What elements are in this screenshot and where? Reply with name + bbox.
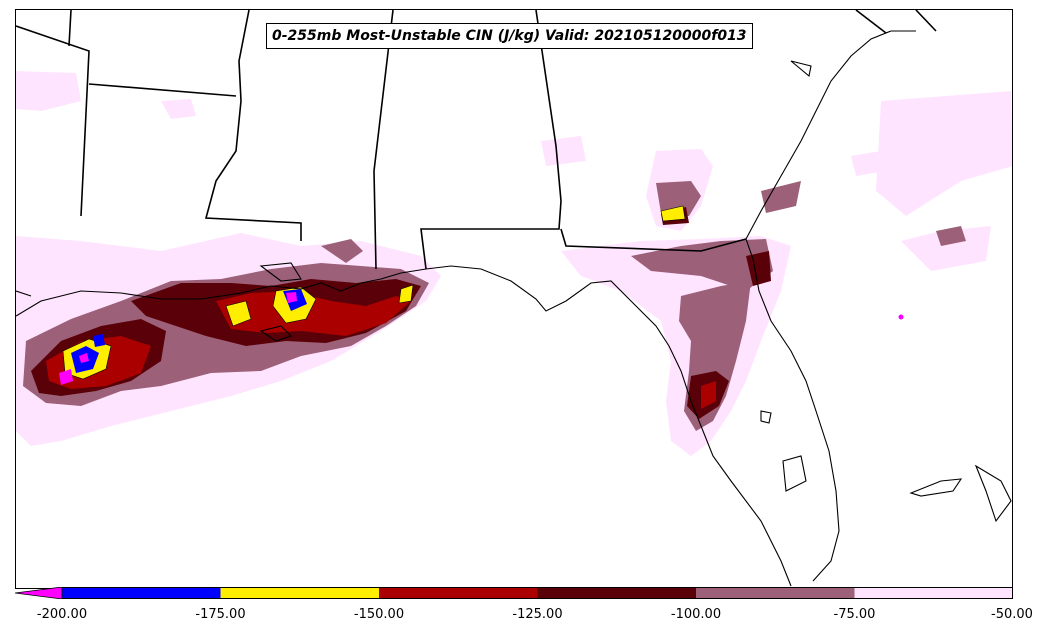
colorbar-tick-label: -150.00	[353, 607, 405, 622]
coastline	[16, 30, 1012, 587]
colorbar-tick-label: -75.00	[833, 607, 876, 622]
state-borders	[16, 10, 937, 270]
colorbar	[15, 587, 1013, 599]
colorbar-tick-label: -100.00	[670, 607, 722, 622]
colorbar-outline	[61, 587, 1013, 599]
colorbar-extend-min-triangle	[15, 587, 63, 599]
colorbar-bin-5	[696, 587, 855, 599]
map-title: 0-255mb Most-Unstable CIN (J/kg) Valid: …	[266, 23, 753, 49]
colorbar-tick-label: -200.00	[36, 607, 88, 622]
colorbar-bin-6	[854, 587, 1013, 599]
map-panel: 0-255mb Most-Unstable CIN (J/kg) Valid: …	[15, 9, 1013, 589]
colorbar-tick-label: -50.00	[991, 607, 1033, 622]
colorbar-bin-2	[220, 587, 379, 599]
cin-magenta-fill	[59, 292, 904, 385]
colorbar-tick-label: -175.00	[195, 607, 246, 622]
cin-light-pink-fill	[16, 71, 1012, 456]
colorbar-tick-label: -125.00	[512, 607, 563, 622]
colorbar-bin-3	[379, 587, 538, 599]
colorbar-bin-1	[62, 587, 221, 599]
colorbar-bin-4	[537, 587, 696, 599]
